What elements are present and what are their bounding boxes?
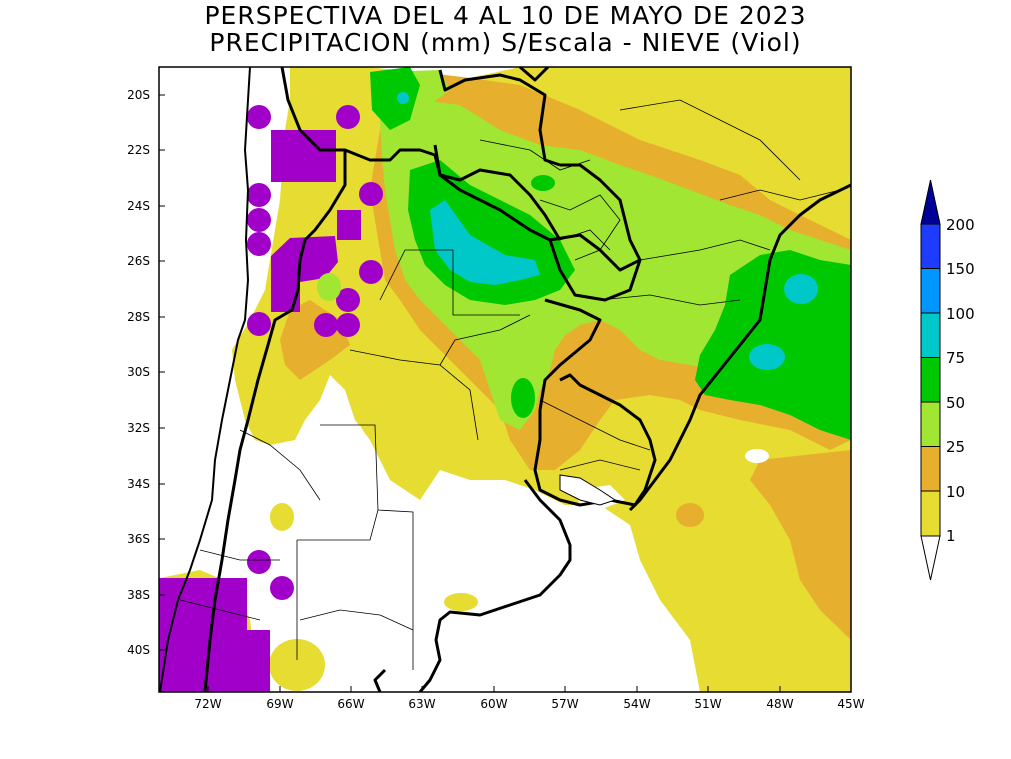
lon-tick: 63W [408,697,435,711]
lat-tick: 26S [127,254,150,268]
precipitation-field [159,67,851,692]
legend-label: 25 [946,438,965,456]
title-line-1: PERSPECTIVA DEL 4 AL 10 DE MAYO DE 2023 [204,1,807,30]
lat-tick: 24S [127,199,150,213]
lat-tick: 40S [127,643,150,657]
lon-tick: 51W [694,697,721,711]
legend-cap-bottom [920,535,941,581]
lat-tick: 36S [127,532,150,546]
lat-tick: 34S [127,477,150,491]
legend-label: 10 [946,483,965,501]
legend-label: 1 [946,527,956,545]
lon-tick: 72W [194,697,221,711]
lat-tick: 20S [127,88,150,102]
lon-tick: 57W [551,697,578,711]
legend-swatch-50 [920,357,941,403]
country-borders [159,67,851,692]
lon-tick: 66W [337,697,364,711]
legend-label: 150 [946,260,975,278]
legend-swatch-1 [920,490,941,537]
lon-tick: 60W [480,697,507,711]
legend-swatch-25 [920,401,941,447]
legend-labels: 200 150 100 75 50 25 10 1 [946,216,975,545]
lat-axis: 20S 22S 24S 26S 28S 30S 32S 34S 36S 38S … [127,88,165,657]
legend-label: 75 [946,349,965,367]
lat-tick: 30S [127,365,150,379]
lon-tick: 69W [266,697,293,711]
title-line-2: PRECIPITACION (mm) S/Escala - NIEVE (Vio… [209,28,802,57]
legend-swatch-150 [920,223,941,269]
lat-tick: 38S [127,588,150,602]
precip-level-75 [397,92,818,370]
lon-tick: 45W [837,697,864,711]
lon-tick: 48W [766,697,793,711]
snow-areas [159,105,383,692]
color-bar [920,179,941,581]
map-frame [158,66,852,693]
lon-tick: 54W [623,697,650,711]
legend-label: 100 [946,305,975,323]
lat-tick: 22S [127,143,150,157]
legend-label: 200 [946,216,975,234]
lat-tick: 32S [127,421,150,435]
province-borders [179,99,841,670]
legend-label: 50 [946,394,965,412]
lon-axis: 72W 69W 66W 63W 60W 57W 54W 51W 48W 45W [194,686,865,711]
map-title: PERSPECTIVA DEL 4 AL 10 DE MAYO DE 2023 … [0,2,1011,56]
legend-swatch-100 [920,268,941,314]
lat-tick: 28S [127,310,150,324]
legend-swatch-75 [920,312,941,358]
legend-cap-top [920,179,941,225]
legend-swatch-10 [920,446,941,492]
